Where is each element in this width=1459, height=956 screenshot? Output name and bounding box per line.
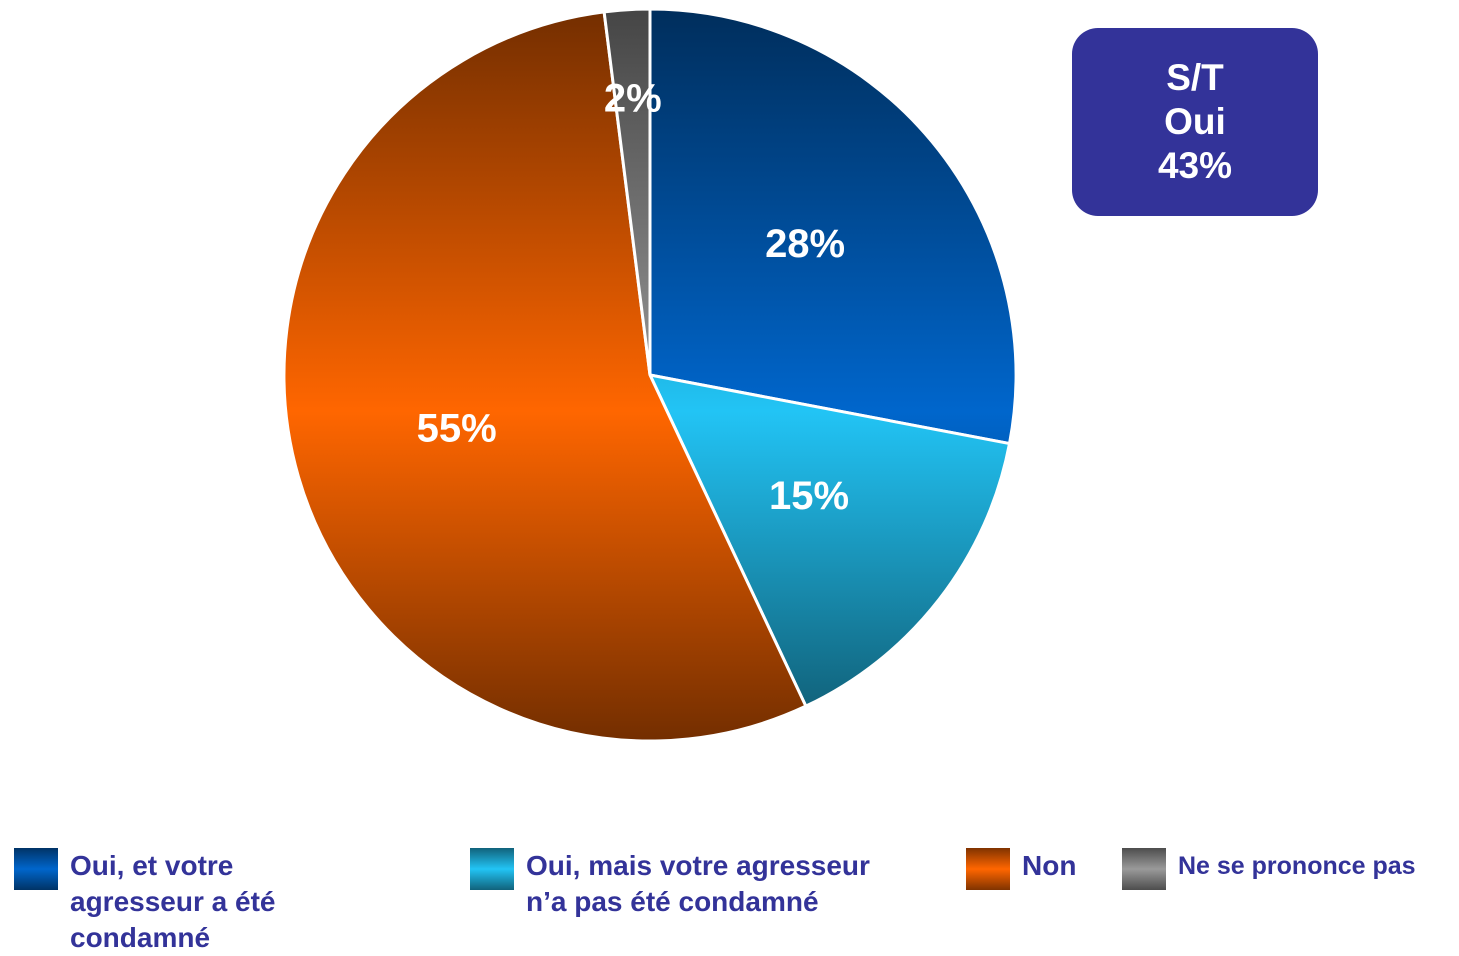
legend-item: Non bbox=[966, 848, 1076, 890]
legend-label: Non bbox=[1022, 850, 1077, 881]
data-label: 28% bbox=[765, 222, 845, 266]
page: 28% 15% 55% 2% S/T Oui 43% Oui, et votre ag… bbox=[14, 7, 1452, 953]
legend-swatch bbox=[470, 848, 514, 890]
data-label: 55% bbox=[417, 407, 497, 451]
legend-item: Ne se prononce pas bbox=[1122, 848, 1452, 890]
pie-slice bbox=[602, 7, 652, 376]
data-label: 15% bbox=[769, 474, 849, 518]
data-label: 2% bbox=[604, 77, 662, 121]
legend-label: Oui, mais votre agresseur n’a pas été co… bbox=[526, 850, 870, 917]
legend-item: Oui, et votre agresseur a été condamné bbox=[14, 848, 374, 956]
annotation-box: S/T Oui 43% bbox=[1072, 28, 1318, 216]
annotation-line: 43% bbox=[1157, 145, 1233, 186]
legend-label: Ne se prononce pas bbox=[1178, 852, 1416, 880]
legend-swatch bbox=[14, 848, 58, 890]
legend-label: Oui, et votre agresseur a été condamné bbox=[70, 850, 276, 953]
pie-slice bbox=[282, 10, 808, 743]
pie-slice bbox=[648, 7, 1018, 446]
legend-swatch bbox=[966, 848, 1010, 890]
legend-swatch bbox=[1122, 848, 1166, 890]
chart: 28% 15% 55% 2% bbox=[282, 7, 1018, 743]
legend-item: Oui, mais votre agresseur n’a pas été co… bbox=[470, 848, 880, 920]
pie-slice bbox=[647, 372, 1012, 709]
annotation-line: S/T bbox=[1166, 57, 1224, 98]
annotation-line: Oui bbox=[1164, 101, 1226, 142]
